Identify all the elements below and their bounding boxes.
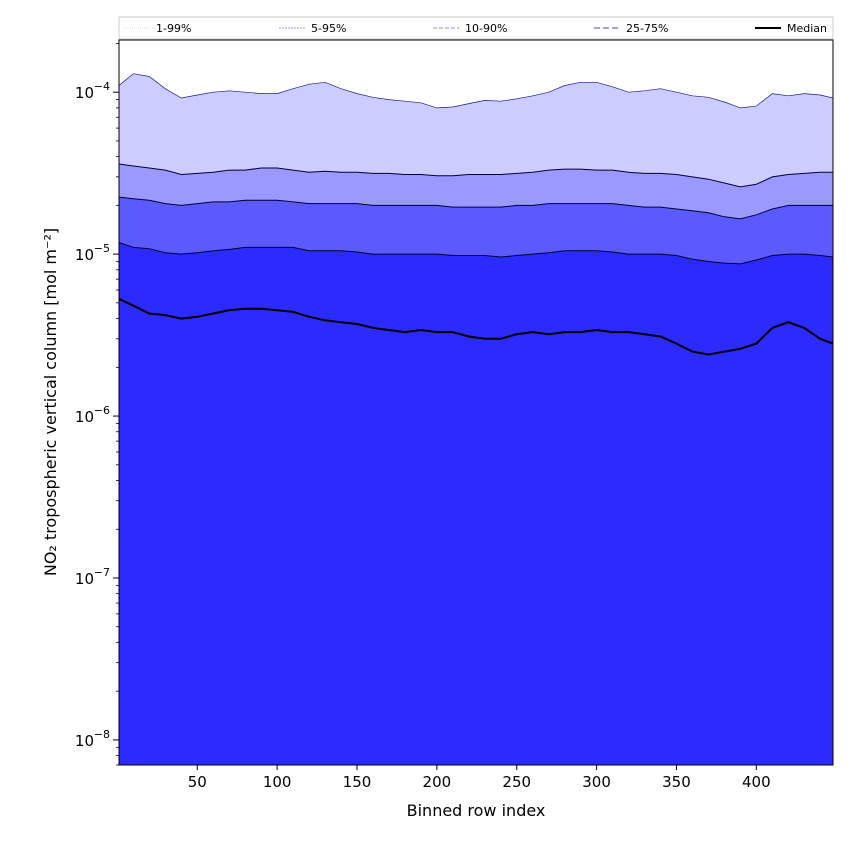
band-upper-edge [119, 196, 833, 220]
legend: 1-99% 5-95% 10-90% 25-75% Median [118, 16, 834, 40]
legend-label: 5-95% [311, 22, 346, 35]
legend-label: 25-75% [626, 22, 668, 35]
median-line [119, 297, 833, 356]
x-tick-label: 100 [263, 773, 292, 791]
y-tick-label: 10 [75, 84, 94, 102]
y-tick-label: 10 [75, 570, 94, 588]
y-tick-label: 10 [75, 732, 94, 750]
legend-box [118, 16, 834, 40]
band-upper-edge [119, 163, 833, 188]
x-tick-label: 400 [742, 773, 771, 791]
legend-label: 1-99% [156, 22, 191, 35]
x-axis-label: Binned row index [407, 801, 546, 820]
y-axis-label: NO₂ tropospheric vertical column [mol m⁻… [41, 228, 60, 576]
y-tick-label: 10 [75, 246, 94, 264]
band-upper-edge [119, 73, 833, 109]
band-area [119, 242, 833, 765]
x-axis: 50 100 150 200 250 300 350 400 [188, 765, 771, 791]
x-tick-label: 150 [343, 773, 372, 791]
legend-label: 10-90% [465, 22, 507, 35]
band-upper-edge [119, 242, 833, 265]
y-tick-exponent: −6 [94, 404, 110, 417]
y-axis: 10−810−710−610−510−4 [75, 43, 119, 766]
legend-label: Median [787, 22, 827, 35]
y-tick-label: 10 [75, 408, 94, 426]
x-tick-label: 50 [188, 773, 207, 791]
plot-frame [118, 39, 834, 766]
x-tick-label: 250 [502, 773, 531, 791]
y-tick-exponent: −8 [94, 728, 110, 741]
y-tick-exponent: −7 [94, 566, 110, 579]
x-tick-label: 200 [423, 773, 452, 791]
bands-layer [119, 73, 833, 765]
y-tick-exponent: −5 [94, 242, 110, 255]
x-tick-label: 300 [582, 773, 611, 791]
median-layer [119, 297, 833, 356]
x-tick-label: 350 [662, 773, 691, 791]
y-tick-exponent: −4 [94, 80, 110, 93]
